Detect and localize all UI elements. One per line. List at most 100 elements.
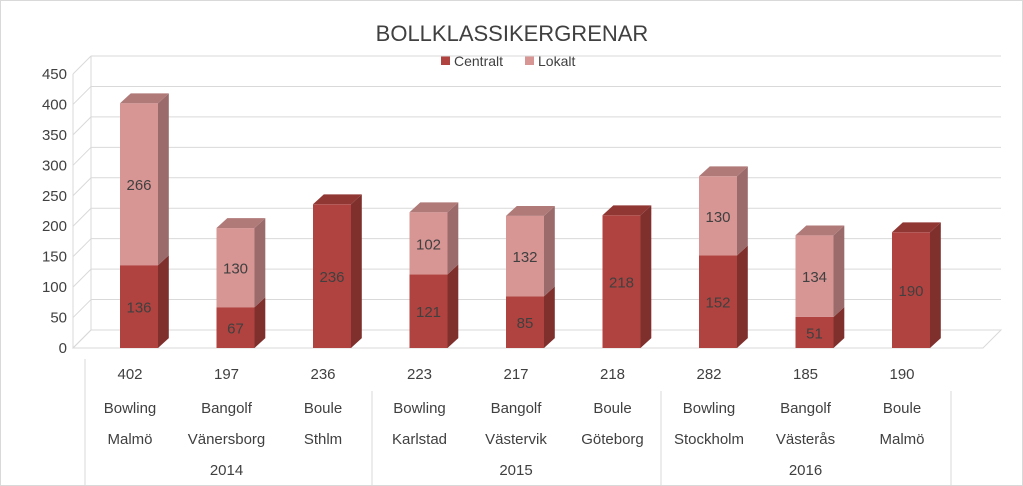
- chart-title: BOLLKLASSIKERGRENAR: [376, 21, 649, 46]
- category-sport-label: Bangolf: [491, 400, 543, 417]
- data-label-centralt: 136: [126, 300, 151, 317]
- y-tick-label: 100: [42, 279, 67, 296]
- bar-top-centralt: [892, 222, 941, 233]
- category-place-label: Västerås: [776, 431, 835, 448]
- gridline-side: [72, 329, 92, 349]
- bar-lokalt: [699, 176, 737, 256]
- category-sport-label: Bowling: [683, 400, 736, 417]
- y-tick-label: 400: [42, 96, 67, 113]
- y-tick-label: 250: [42, 188, 67, 205]
- category-total-label: 402: [117, 366, 142, 383]
- category-sport-label: Bangolf: [201, 400, 253, 417]
- bar-side-centralt: [447, 264, 459, 348]
- bar-side-centralt: [544, 286, 555, 348]
- group-label: 2016: [789, 462, 822, 479]
- group-label: 2015: [499, 462, 532, 479]
- category-place-label: Malmö: [107, 431, 152, 448]
- category-sport-label: Bowling: [104, 400, 157, 417]
- plot-area: 0 50 100 150 200 250 300 350 400 450 136 266 402 Bowl…: [42, 55, 1003, 485]
- group-label: 2014: [210, 462, 243, 479]
- bar-lokalt: [506, 215, 544, 297]
- bar-centralt: [602, 215, 641, 348]
- gridline-side: [72, 268, 92, 288]
- category-total-label: 282: [696, 366, 721, 383]
- y-tick-label: 300: [42, 157, 67, 174]
- bar-side-centralt: [640, 205, 652, 348]
- gridline-side: [72, 116, 92, 136]
- category-sport-label: Bangolf: [780, 400, 832, 417]
- gridline-side: [72, 86, 92, 105]
- bar-side-lokalt: [544, 205, 555, 297]
- bar-side-lokalt: [254, 218, 266, 308]
- category-total-label: 190: [889, 366, 914, 383]
- legend-swatch-lokalt: [525, 56, 534, 65]
- data-label-centralt: 85: [517, 315, 534, 332]
- bar-side-centralt: [930, 222, 941, 348]
- y-tick-label: 150: [42, 249, 67, 266]
- bar-lokalt: [120, 103, 158, 266]
- bar-side-centralt: [737, 245, 748, 348]
- bar-lokalt: [409, 212, 448, 275]
- y-tick-label: 350: [42, 127, 67, 144]
- y-tick-label: 50: [50, 310, 67, 327]
- category-total-label: 197: [214, 366, 239, 383]
- legend-label-lokalt: Lokalt: [538, 53, 575, 69]
- gridline-side: [72, 146, 92, 166]
- category-total-label: 217: [503, 366, 528, 383]
- data-label-lokalt: 266: [126, 177, 151, 194]
- data-label-centralt: 236: [319, 269, 344, 286]
- gridline-side: [72, 207, 92, 227]
- bar-top-lokalt: [795, 225, 845, 236]
- data-label-lokalt: 130: [223, 261, 248, 278]
- legend-swatch-centralt: [441, 56, 450, 65]
- category-total-label: 223: [407, 366, 432, 383]
- gridline-side: [72, 177, 92, 197]
- data-label-lokalt: 134: [802, 269, 827, 286]
- data-label-centralt: 190: [898, 283, 923, 300]
- bar-side-centralt: [158, 255, 169, 348]
- gridline-side: [72, 299, 92, 318]
- bar-top-centralt: [602, 205, 652, 216]
- bar-centralt: [216, 307, 255, 348]
- bar-centralt: [506, 296, 544, 348]
- category-place-label: Karlstad: [392, 431, 447, 448]
- bar-side-centralt: [351, 194, 362, 348]
- bar-centralt: [313, 204, 351, 348]
- data-label-centralt: 218: [609, 275, 634, 292]
- y-tick-label: 450: [42, 66, 67, 83]
- category-sport-label: Boule: [304, 400, 342, 417]
- y-tick-label: 200: [42, 218, 67, 235]
- data-label-centralt: 51: [806, 325, 823, 342]
- bar-centralt: [699, 255, 737, 348]
- data-label-lokalt: 102: [416, 236, 441, 253]
- category-place-label: Västervik: [485, 431, 547, 448]
- category-place-label: Vänersborg: [188, 431, 266, 448]
- bar-centralt: [892, 232, 930, 348]
- data-label-lokalt: 132: [512, 249, 537, 266]
- bar-top-lokalt: [506, 205, 555, 216]
- bar-centralt: [120, 265, 158, 348]
- bar-top-centralt: [313, 194, 362, 205]
- bar-lokalt: [216, 228, 255, 308]
- gridline-side: [72, 55, 92, 75]
- gridline-side: [72, 238, 92, 258]
- legend: Centralt Lokalt: [441, 53, 575, 69]
- bar-side-lokalt: [737, 166, 748, 256]
- y-tick-label: 0: [59, 340, 67, 357]
- bar-centralt: [409, 274, 448, 348]
- category-sport-label: Boule: [883, 400, 921, 417]
- category-total-label: 236: [310, 366, 335, 383]
- bar-centralt: [795, 316, 834, 348]
- bar-side-lokalt: [158, 93, 169, 266]
- bar-top-lokalt: [699, 166, 748, 177]
- data-label-lokalt: 130: [705, 209, 730, 226]
- category-place-label: Sthlm: [304, 431, 342, 448]
- category-place-label: Malmö: [879, 431, 924, 448]
- category-total-label: 185: [793, 366, 818, 383]
- legend-label-centralt: Centralt: [454, 53, 503, 69]
- category-place-label: Stockholm: [674, 431, 744, 448]
- bar-lokalt: [795, 235, 834, 317]
- data-label-centralt: 152: [705, 295, 730, 312]
